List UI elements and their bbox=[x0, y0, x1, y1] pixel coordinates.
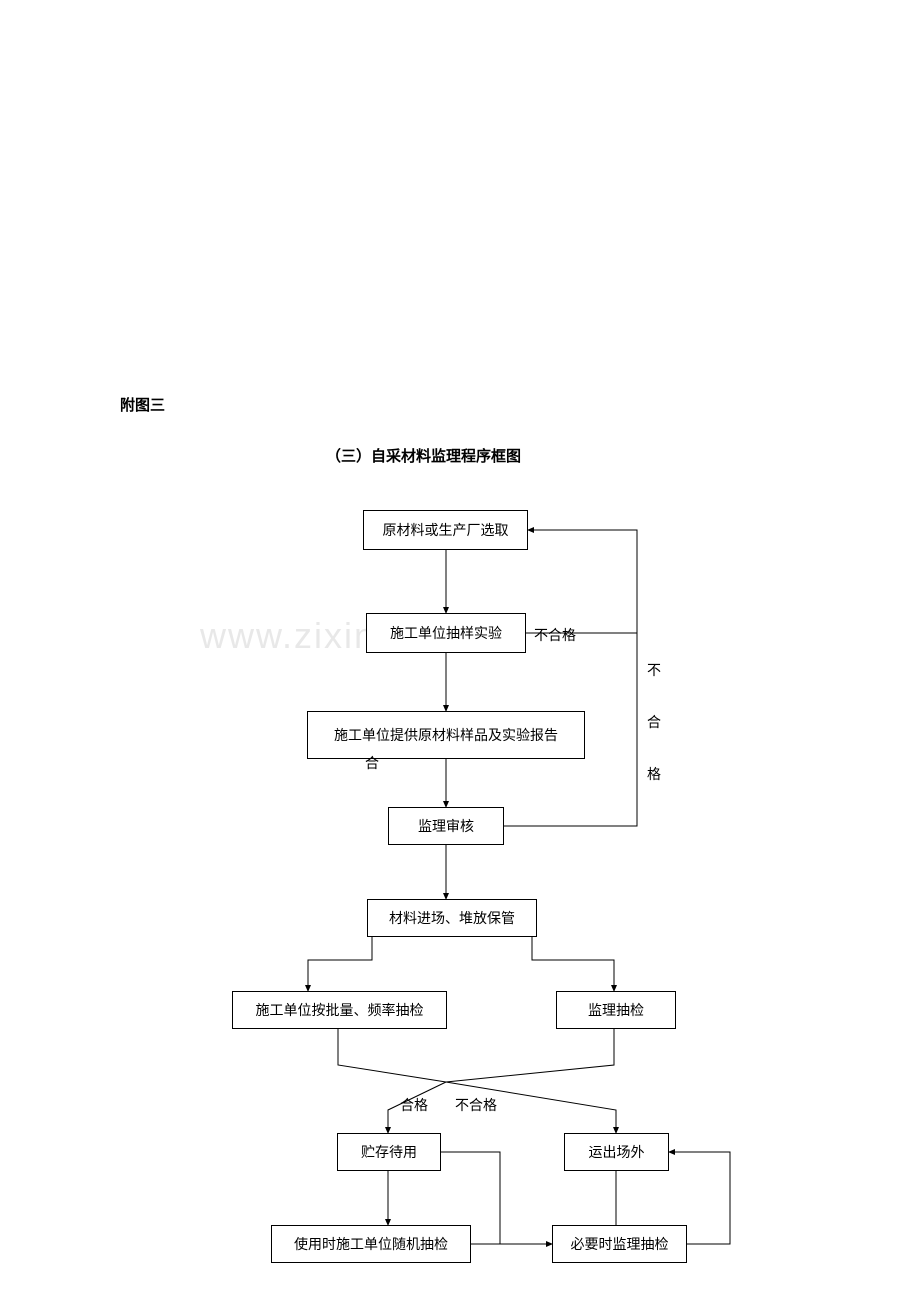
label-pass-part: 合 bbox=[365, 753, 379, 773]
node-label: 施工单位按批量、频率抽检 bbox=[256, 1000, 424, 1020]
node-label: 原材料或生产厂选取 bbox=[383, 520, 509, 540]
node-label: 贮存待用 bbox=[361, 1142, 417, 1162]
node-raw-material-select: 原材料或生产厂选取 bbox=[363, 510, 528, 550]
node-material-storage: 材料进场、堆放保管 bbox=[367, 899, 537, 937]
node-label: 材料进场、堆放保管 bbox=[389, 908, 515, 928]
label-fail-vert-3: 格 bbox=[647, 764, 661, 784]
label-fail-vert-2: 合 bbox=[647, 712, 661, 732]
node-label: 使用时施工单位随机抽检 bbox=[294, 1234, 448, 1254]
node-label: 监理抽检 bbox=[588, 1000, 644, 1020]
node-provide-sample-report: 施工单位提供原材料样品及实验报告 bbox=[307, 711, 585, 759]
label-pass: 合格 bbox=[400, 1095, 428, 1115]
node-random-sampling-on-use: 使用时施工单位随机抽检 bbox=[271, 1225, 471, 1263]
label-fail-vert-1: 不 bbox=[647, 660, 661, 680]
node-sampling-test: 施工单位抽样实验 bbox=[366, 613, 526, 653]
node-store-pending: 贮存待用 bbox=[337, 1133, 441, 1171]
node-label: 施工单位提供原材料样品及实验报告 bbox=[334, 725, 558, 745]
label-fail-2: 不合格 bbox=[455, 1095, 497, 1115]
node-supervision-sampling-if-needed: 必要时监理抽检 bbox=[552, 1225, 687, 1263]
node-supervision-review: 监理审核 bbox=[388, 807, 504, 845]
node-label: 施工单位抽样实验 bbox=[390, 623, 502, 643]
node-label: 监理审核 bbox=[418, 816, 474, 836]
node-label: 必要时监理抽检 bbox=[571, 1234, 669, 1254]
node-supervision-sampling: 监理抽检 bbox=[556, 991, 676, 1029]
node-batch-sampling: 施工单位按批量、频率抽检 bbox=[232, 991, 447, 1029]
node-ship-out: 运出场外 bbox=[564, 1133, 669, 1171]
label-fail-1: 不合格 bbox=[534, 625, 576, 645]
node-label: 运出场外 bbox=[589, 1142, 645, 1162]
